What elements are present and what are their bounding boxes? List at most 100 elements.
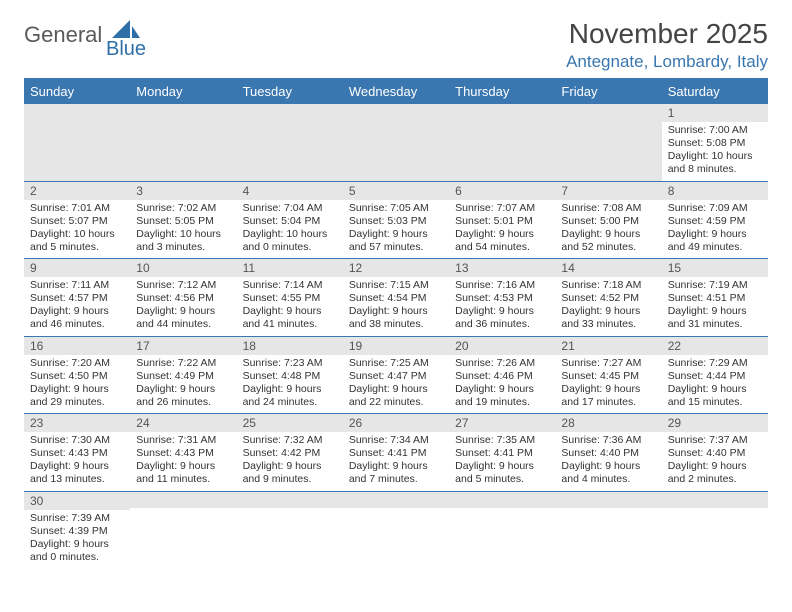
sunset-text: Sunset: 4:39 PM (30, 525, 124, 538)
daylight-text: Daylight: 10 hours and 0 minutes. (243, 228, 337, 254)
day-number (237, 492, 343, 508)
day-details: Sunrise: 7:07 AMSunset: 5:01 PMDaylight:… (449, 200, 555, 259)
day-details: Sunrise: 7:05 AMSunset: 5:03 PMDaylight:… (343, 200, 449, 259)
sunrise-text: Sunrise: 7:37 AM (668, 434, 762, 447)
day-details: Sunrise: 7:27 AMSunset: 4:45 PMDaylight:… (555, 355, 661, 414)
daylight-text: Daylight: 9 hours and 29 minutes. (30, 383, 124, 409)
day-details: Sunrise: 7:23 AMSunset: 4:48 PMDaylight:… (237, 355, 343, 414)
sunrise-text: Sunrise: 7:27 AM (561, 357, 655, 370)
day-number (343, 104, 449, 181)
week-row: 9Sunrise: 7:11 AMSunset: 4:57 PMDaylight… (24, 259, 768, 337)
sunset-text: Sunset: 4:53 PM (455, 292, 549, 305)
sunrise-text: Sunrise: 7:05 AM (349, 202, 443, 215)
daylight-text: Daylight: 9 hours and 7 minutes. (349, 460, 443, 486)
sunset-text: Sunset: 4:59 PM (668, 215, 762, 228)
day-number: 12 (343, 259, 449, 277)
day-cell: 30Sunrise: 7:39 AMSunset: 4:39 PMDayligh… (24, 492, 130, 569)
day-details: Sunrise: 7:29 AMSunset: 4:44 PMDaylight:… (662, 355, 768, 414)
day-number: 6 (449, 182, 555, 200)
daylight-text: Daylight: 9 hours and 49 minutes. (668, 228, 762, 254)
sunset-text: Sunset: 4:47 PM (349, 370, 443, 383)
location: Antegnate, Lombardy, Italy (566, 52, 768, 72)
sunrise-text: Sunrise: 7:39 AM (30, 512, 124, 525)
day-number: 23 (24, 414, 130, 432)
day-cell (555, 492, 661, 569)
day-cell: 23 Sunrise: 7:30 AMSunset: 4:43 PMDayligh… (24, 414, 130, 491)
day-number: 20 (449, 337, 555, 355)
sunset-text: Sunset: 4:57 PM (30, 292, 124, 305)
daylight-text: Daylight: 9 hours and 24 minutes. (243, 383, 337, 409)
day-number: 11 (237, 259, 343, 277)
day-cell: 27Sunrise: 7:35 AMSunset: 4:41 PMDayligh… (449, 414, 555, 491)
day-cell: 13Sunrise: 7:16 AMSunset: 4:53 PMDayligh… (449, 259, 555, 336)
daylight-text: Daylight: 9 hours and 26 minutes. (136, 383, 230, 409)
day-cell: 10Sunrise: 7:12 AMSunset: 4:56 PMDayligh… (130, 259, 236, 336)
day-details: Sunrise: 7:16 AMSunset: 4:53 PMDaylight:… (449, 277, 555, 336)
day-number: 25 (237, 414, 343, 432)
sunset-text: Sunset: 4:43 PM (30, 447, 124, 460)
day-number: 3 (130, 182, 236, 200)
day-number: 5 (343, 182, 449, 200)
day-number: 16 (24, 337, 130, 355)
day-number: 28 (555, 414, 661, 432)
weekday-header: Sunday (24, 80, 130, 104)
week-row: 1Sunrise: 7:00 AMSunset: 5:08 PMDaylight… (24, 104, 768, 182)
day-number: 8 (662, 182, 768, 200)
day-number: 17 (130, 337, 236, 355)
day-number: 14 (555, 259, 661, 277)
sunrise-text: Sunrise: 7:20 AM (30, 357, 124, 370)
sunrise-text: Sunrise: 7:25 AM (349, 357, 443, 370)
daylight-text: Daylight: 9 hours and 22 minutes. (349, 383, 443, 409)
sunrise-text: Sunrise: 7:00 AM (668, 124, 762, 137)
day-cell (130, 104, 236, 181)
day-details: Sunrise: 7:20 AMSunset: 4:50 PMDaylight:… (24, 355, 130, 414)
day-number: 2 (24, 182, 130, 200)
daylight-text: Daylight: 9 hours and 52 minutes. (561, 228, 655, 254)
day-number: 30 (24, 492, 130, 510)
sunrise-text: Sunrise: 7:23 AM (243, 357, 337, 370)
day-number (343, 492, 449, 508)
day-cell: 26Sunrise: 7:34 AMSunset: 4:41 PMDayligh… (343, 414, 449, 491)
day-cell (449, 492, 555, 569)
day-number (130, 104, 236, 181)
daylight-text: Daylight: 9 hours and 11 minutes. (136, 460, 230, 486)
sunrise-text: Sunrise: 7:30 AM (30, 434, 124, 447)
day-cell: 25Sunrise: 7:32 AMSunset: 4:42 PMDayligh… (237, 414, 343, 491)
day-cell: 20Sunrise: 7:26 AMSunset: 4:46 PMDayligh… (449, 337, 555, 414)
sunrise-text: Sunrise: 7:34 AM (349, 434, 443, 447)
day-details: Sunrise: 7:14 AMSunset: 4:55 PMDaylight:… (237, 277, 343, 336)
day-number: 13 (449, 259, 555, 277)
day-cell: 29Sunrise: 7:37 AMSunset: 4:40 PMDayligh… (662, 414, 768, 491)
daylight-text: Daylight: 10 hours and 8 minutes. (668, 150, 762, 176)
day-cell: 3Sunrise: 7:02 AMSunset: 5:05 PMDaylight… (130, 182, 236, 259)
daylight-text: Daylight: 9 hours and 38 minutes. (349, 305, 443, 331)
sunrise-text: Sunrise: 7:18 AM (561, 279, 655, 292)
sunrise-text: Sunrise: 7:22 AM (136, 357, 230, 370)
sunset-text: Sunset: 4:41 PM (455, 447, 549, 460)
sunset-text: Sunset: 4:55 PM (243, 292, 337, 305)
day-details: Sunrise: 7:36 AMSunset: 4:40 PMDaylight:… (555, 432, 661, 491)
daylight-text: Daylight: 9 hours and 15 minutes. (668, 383, 762, 409)
day-details: Sunrise: 7:09 AMSunset: 4:59 PMDaylight:… (662, 200, 768, 259)
sunset-text: Sunset: 4:56 PM (136, 292, 230, 305)
daylight-text: Daylight: 9 hours and 13 minutes. (30, 460, 124, 486)
day-number (449, 104, 555, 181)
day-number: 15 (662, 259, 768, 277)
sunset-text: Sunset: 4:40 PM (561, 447, 655, 460)
sunset-text: Sunset: 4:54 PM (349, 292, 443, 305)
day-number: 27 (449, 414, 555, 432)
sunrise-text: Sunrise: 7:15 AM (349, 279, 443, 292)
sunrise-text: Sunrise: 7:11 AM (30, 279, 124, 292)
day-number: 7 (555, 182, 661, 200)
day-cell: 24Sunrise: 7:31 AMSunset: 4:43 PMDayligh… (130, 414, 236, 491)
logo-text-general: General (24, 22, 102, 48)
sunrise-text: Sunrise: 7:32 AM (243, 434, 337, 447)
sunrise-text: Sunrise: 7:19 AM (668, 279, 762, 292)
day-cell: 28Sunrise: 7:36 AMSunset: 4:40 PMDayligh… (555, 414, 661, 491)
sunset-text: Sunset: 4:52 PM (561, 292, 655, 305)
daylight-text: Daylight: 9 hours and 17 minutes. (561, 383, 655, 409)
day-cell: 14Sunrise: 7:18 AMSunset: 4:52 PMDayligh… (555, 259, 661, 336)
day-number (130, 492, 236, 508)
day-details: Sunrise: 7:35 AMSunset: 4:41 PMDaylight:… (449, 432, 555, 491)
day-cell: 1Sunrise: 7:00 AMSunset: 5:08 PMDaylight… (662, 104, 768, 181)
